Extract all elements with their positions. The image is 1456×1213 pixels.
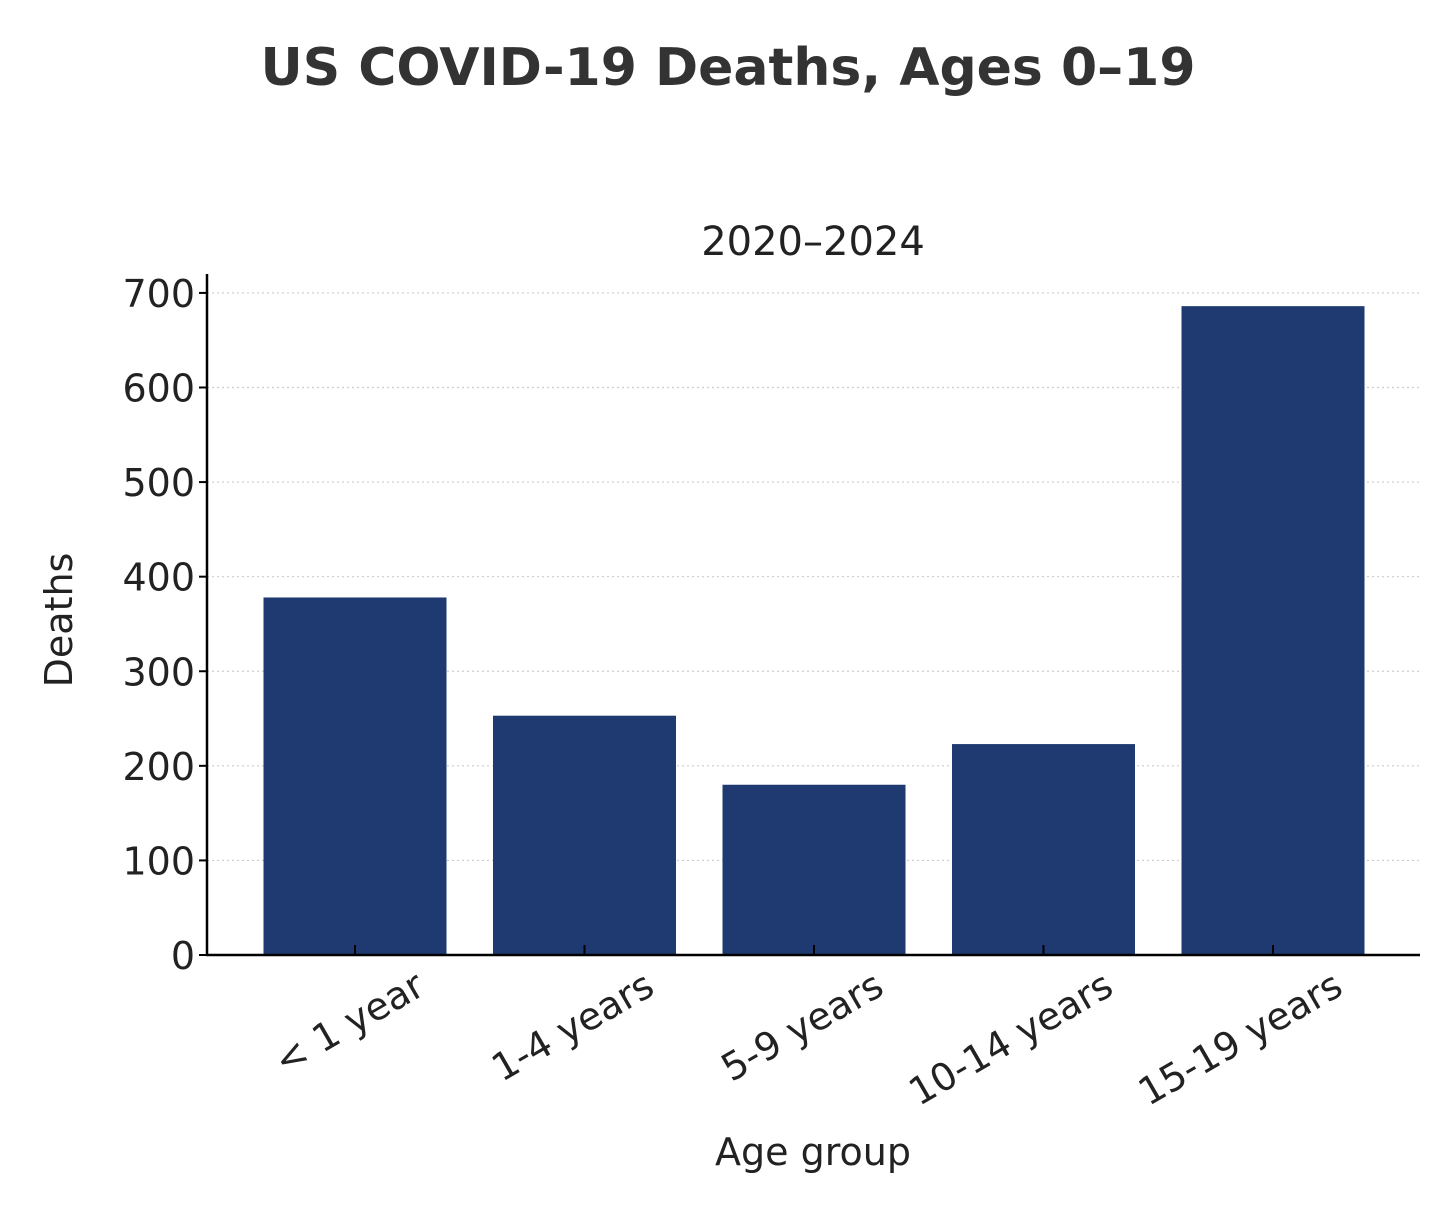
bar-2 bbox=[722, 784, 906, 955]
bar-0 bbox=[263, 597, 447, 955]
bar-1 bbox=[493, 715, 676, 955]
x-tick-label: 1-4 years bbox=[484, 963, 661, 1090]
y-tick-label: 0 bbox=[171, 934, 195, 978]
y-tick-label: 300 bbox=[122, 650, 195, 694]
x-tick-label: 5-9 years bbox=[714, 963, 891, 1090]
y-tick-label: 200 bbox=[122, 745, 195, 789]
bar-3 bbox=[952, 744, 1135, 955]
x-tick-label: 15-19 years bbox=[1131, 963, 1350, 1115]
y-tick-label: 500 bbox=[122, 461, 195, 505]
chart-title: 2020–2024 bbox=[701, 219, 925, 265]
x-tick-label: 10-14 years bbox=[901, 963, 1120, 1115]
y-axis-label: Deaths bbox=[37, 553, 81, 688]
bars bbox=[263, 306, 1365, 955]
x-tick-label: < 1 year bbox=[267, 963, 432, 1084]
y-tick-label: 700 bbox=[122, 272, 195, 316]
y-tick-label: 400 bbox=[122, 556, 195, 600]
figure-title: US COVID-19 Deaths, Ages 0–19 bbox=[260, 38, 1196, 98]
x-axis-label: Age group bbox=[715, 1130, 911, 1174]
axes bbox=[199, 274, 1420, 957]
y-tick-label: 600 bbox=[122, 367, 195, 411]
y-tick-label: 100 bbox=[122, 839, 195, 883]
bar-4 bbox=[1181, 306, 1365, 955]
